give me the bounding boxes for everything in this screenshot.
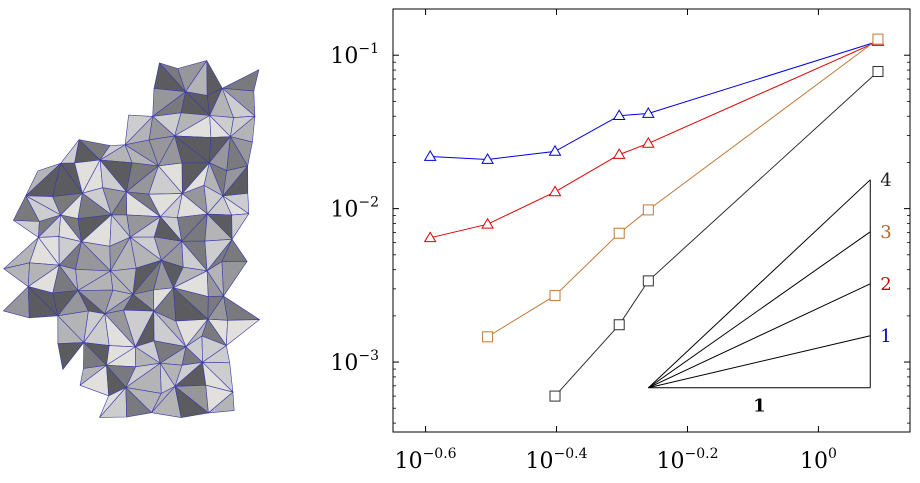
mesh-triangle-130 — [3, 286, 30, 319]
series-layer — [423, 33, 885, 402]
series-2-line — [487, 38, 879, 338]
mesh-triangle-147 — [223, 295, 260, 321]
series-0-point-1 — [481, 153, 494, 164]
slope-label-1: 1 — [880, 326, 891, 347]
series-3-point-0 — [549, 390, 561, 402]
slope-triangle: 1 2 3 4 1 — [648, 170, 892, 417]
x-tick-label-2: 10−0.2 — [656, 446, 718, 474]
x-tick-label-1: 10−0.4 — [526, 446, 588, 474]
mesh-triangle-132 — [27, 286, 59, 319]
slope-line-2 — [648, 283, 871, 389]
series-2-point-3 — [642, 204, 654, 216]
slope-label-4: 4 — [880, 170, 891, 191]
series-1-point-0 — [423, 231, 437, 243]
series-1-line — [430, 40, 879, 239]
x-tick-label-3: 100 — [800, 446, 837, 474]
series-0-point-2 — [548, 144, 562, 156]
plot-frame — [392, 8, 911, 433]
slope-label-3: 3 — [880, 222, 891, 243]
y-tick-label-1: 10−2 — [330, 195, 379, 223]
series-1-point-3 — [612, 148, 626, 159]
series-3-line — [554, 71, 879, 397]
y-tick-label-0: 10−1 — [330, 41, 379, 69]
series-0-line — [430, 40, 879, 161]
slope-line-3 — [648, 231, 871, 389]
slope-label-2: 2 — [880, 274, 891, 295]
series-0-point-3 — [612, 109, 626, 121]
triangle-mesh — [3, 60, 260, 418]
mesh-triangle-93 — [231, 213, 250, 240]
axis-ticks: 10−0.6 10−0.4 10−0.2 100 10−1 10−2 10−3 — [330, 8, 910, 474]
series-0 — [423, 34, 885, 164]
mesh-triangle-162 — [226, 319, 260, 346]
series-3-point-3 — [872, 66, 884, 78]
mesh-triangle-195 — [174, 386, 209, 418]
series-1-point-4 — [641, 136, 655, 148]
slope-run-label: 1 — [753, 396, 766, 417]
series-2 — [482, 33, 884, 343]
series-2-point-2 — [613, 227, 625, 239]
series-2-point-1 — [549, 290, 561, 302]
series-0-point-0 — [423, 149, 437, 161]
x-tick-label-0: 10−0.6 — [395, 446, 457, 474]
series-2-point-4 — [872, 33, 884, 45]
y-tick-label-2: 10−3 — [330, 348, 379, 376]
series-3-point-2 — [642, 275, 654, 287]
series-3 — [549, 66, 884, 402]
series-1-point-1 — [481, 217, 494, 229]
series-1-point-2 — [548, 185, 562, 197]
mesh-triangle-191 — [125, 387, 152, 418]
series-3-point-1 — [613, 319, 625, 331]
slope-line-1 — [648, 335, 871, 389]
convergence-plot: 10−0.6 10−0.4 10−0.2 100 10−1 10−2 10−3 1 2 3 4 1 — [330, 8, 911, 474]
mesh-triangle-5 — [222, 69, 260, 92]
mesh-triangle-197 — [208, 391, 235, 414]
mesh-triangle-129 — [221, 260, 248, 297]
series-2-point-0 — [482, 331, 494, 343]
slope-line-4 — [648, 179, 871, 389]
mesh-triangle-76 — [13, 220, 40, 238]
series-0-point-4 — [641, 106, 655, 118]
series-1 — [423, 34, 885, 243]
mesh-triangle-163 — [57, 342, 85, 370]
